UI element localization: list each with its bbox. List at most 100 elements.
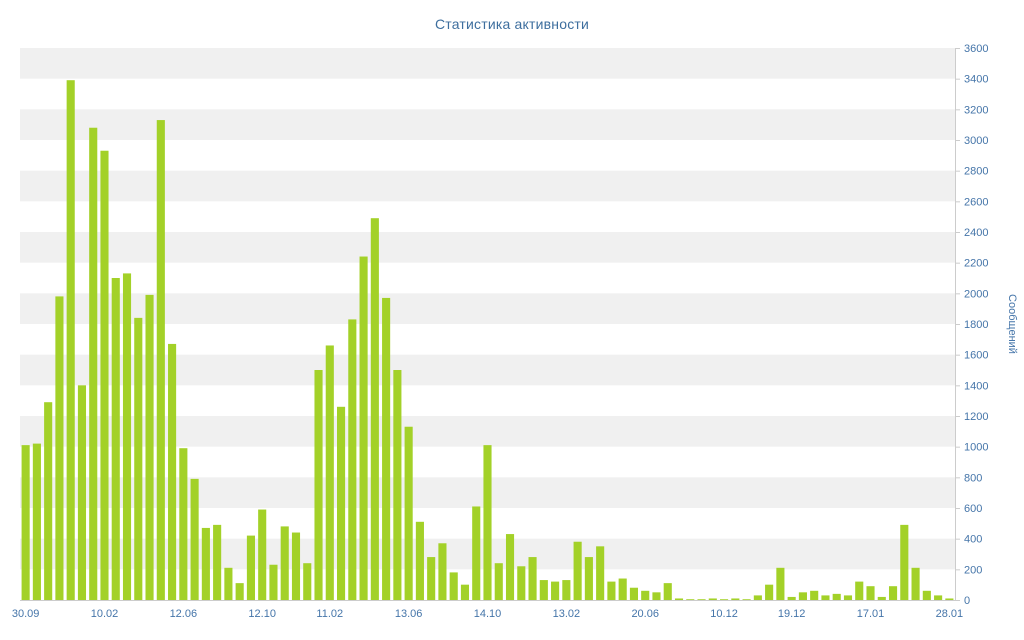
bar — [201, 527, 210, 600]
bar — [573, 541, 582, 600]
bar — [494, 563, 503, 600]
y-tick-label: 1200 — [964, 411, 988, 423]
x-tick-label: 11.02 — [316, 608, 343, 620]
bar — [584, 557, 593, 600]
bar — [843, 595, 853, 600]
bar — [168, 343, 177, 600]
y-tick-label: 1800 — [964, 319, 988, 331]
y-tick-label: 2400 — [964, 227, 988, 239]
bar — [911, 567, 920, 600]
chart-title: Статистика активности — [434, 16, 590, 32]
bar — [776, 567, 785, 600]
x-tick-label: 20.06 — [631, 608, 659, 620]
y-tick-label: 3400 — [964, 74, 988, 86]
y-tick-label: 2800 — [964, 166, 988, 178]
y-tick-label: 3200 — [964, 104, 988, 116]
bar — [922, 590, 931, 600]
bar — [539, 580, 548, 600]
bar — [370, 218, 379, 600]
bar — [393, 370, 402, 600]
y-axis-title: Сообщений — [1006, 294, 1018, 354]
bar — [122, 273, 132, 600]
x-tick-label: 10.02 — [91, 608, 119, 620]
bar — [798, 592, 807, 600]
bar — [720, 599, 729, 600]
bar — [314, 370, 323, 600]
bar — [821, 595, 830, 600]
y-tick-label: 200 — [964, 564, 982, 576]
bar — [100, 150, 109, 601]
y-tick-label: 600 — [964, 503, 982, 515]
bar — [877, 596, 886, 600]
y-tick-label: 3600 — [964, 43, 988, 55]
bar — [325, 345, 334, 600]
bar — [224, 567, 233, 600]
bar — [156, 120, 165, 600]
x-tick-label: 14.10 — [474, 608, 502, 620]
bar — [945, 598, 954, 600]
bar — [731, 598, 740, 600]
x-tick-label: 13.06 — [395, 608, 423, 620]
bar — [528, 557, 537, 600]
bar — [348, 319, 357, 600]
bar — [787, 596, 796, 600]
bar — [179, 448, 188, 600]
y-tick-label: 0 — [964, 595, 970, 607]
x-tick-label: 19.12 — [778, 608, 806, 620]
grid-stripe — [20, 170, 955, 202]
y-tick-label: 2000 — [964, 288, 988, 300]
bar — [134, 317, 143, 600]
bar — [629, 587, 638, 600]
y-tick-label: 2600 — [964, 196, 988, 208]
bar — [77, 385, 87, 600]
bar — [460, 584, 470, 600]
bar — [607, 581, 616, 600]
y-tick-label: 400 — [964, 534, 982, 546]
x-tick-label: 12.10 — [248, 608, 276, 620]
y-tick-label: 2200 — [964, 258, 988, 270]
grid-stripe — [20, 232, 955, 263]
y-tick-label: 1400 — [964, 380, 988, 392]
bar — [382, 297, 391, 600]
bar — [472, 506, 481, 600]
bar — [934, 595, 943, 600]
bar — [303, 563, 312, 600]
bar — [505, 534, 515, 600]
bar — [562, 580, 571, 600]
x-tick-label: 17.01 — [857, 608, 885, 620]
bar — [742, 599, 751, 600]
bar — [832, 593, 841, 600]
x-tick-label: 30.09 — [12, 608, 40, 620]
x-tick-label: 12.06 — [170, 608, 198, 620]
bar — [32, 443, 41, 600]
bar — [280, 526, 289, 600]
grid-stripe — [20, 109, 955, 140]
y-tick-label: 800 — [964, 472, 982, 484]
bar — [810, 590, 819, 600]
bar — [551, 581, 560, 600]
bar — [427, 557, 436, 600]
bar — [291, 532, 301, 600]
bar — [404, 426, 413, 600]
bar — [258, 509, 267, 600]
bar — [900, 524, 909, 600]
bar — [674, 598, 684, 600]
bar — [269, 564, 278, 600]
bar — [753, 595, 762, 600]
bar — [89, 127, 98, 600]
y-tick-label: 3000 — [964, 135, 988, 147]
bar — [190, 478, 199, 600]
bar — [483, 445, 492, 600]
bar — [596, 546, 605, 600]
bar — [246, 535, 255, 600]
bar — [517, 566, 526, 600]
bar — [415, 521, 424, 600]
bar — [641, 590, 650, 600]
x-tick-label: 28.01 — [936, 608, 964, 620]
bar — [44, 402, 53, 600]
bar — [765, 584, 774, 600]
bar — [888, 586, 898, 600]
bar — [111, 278, 120, 600]
